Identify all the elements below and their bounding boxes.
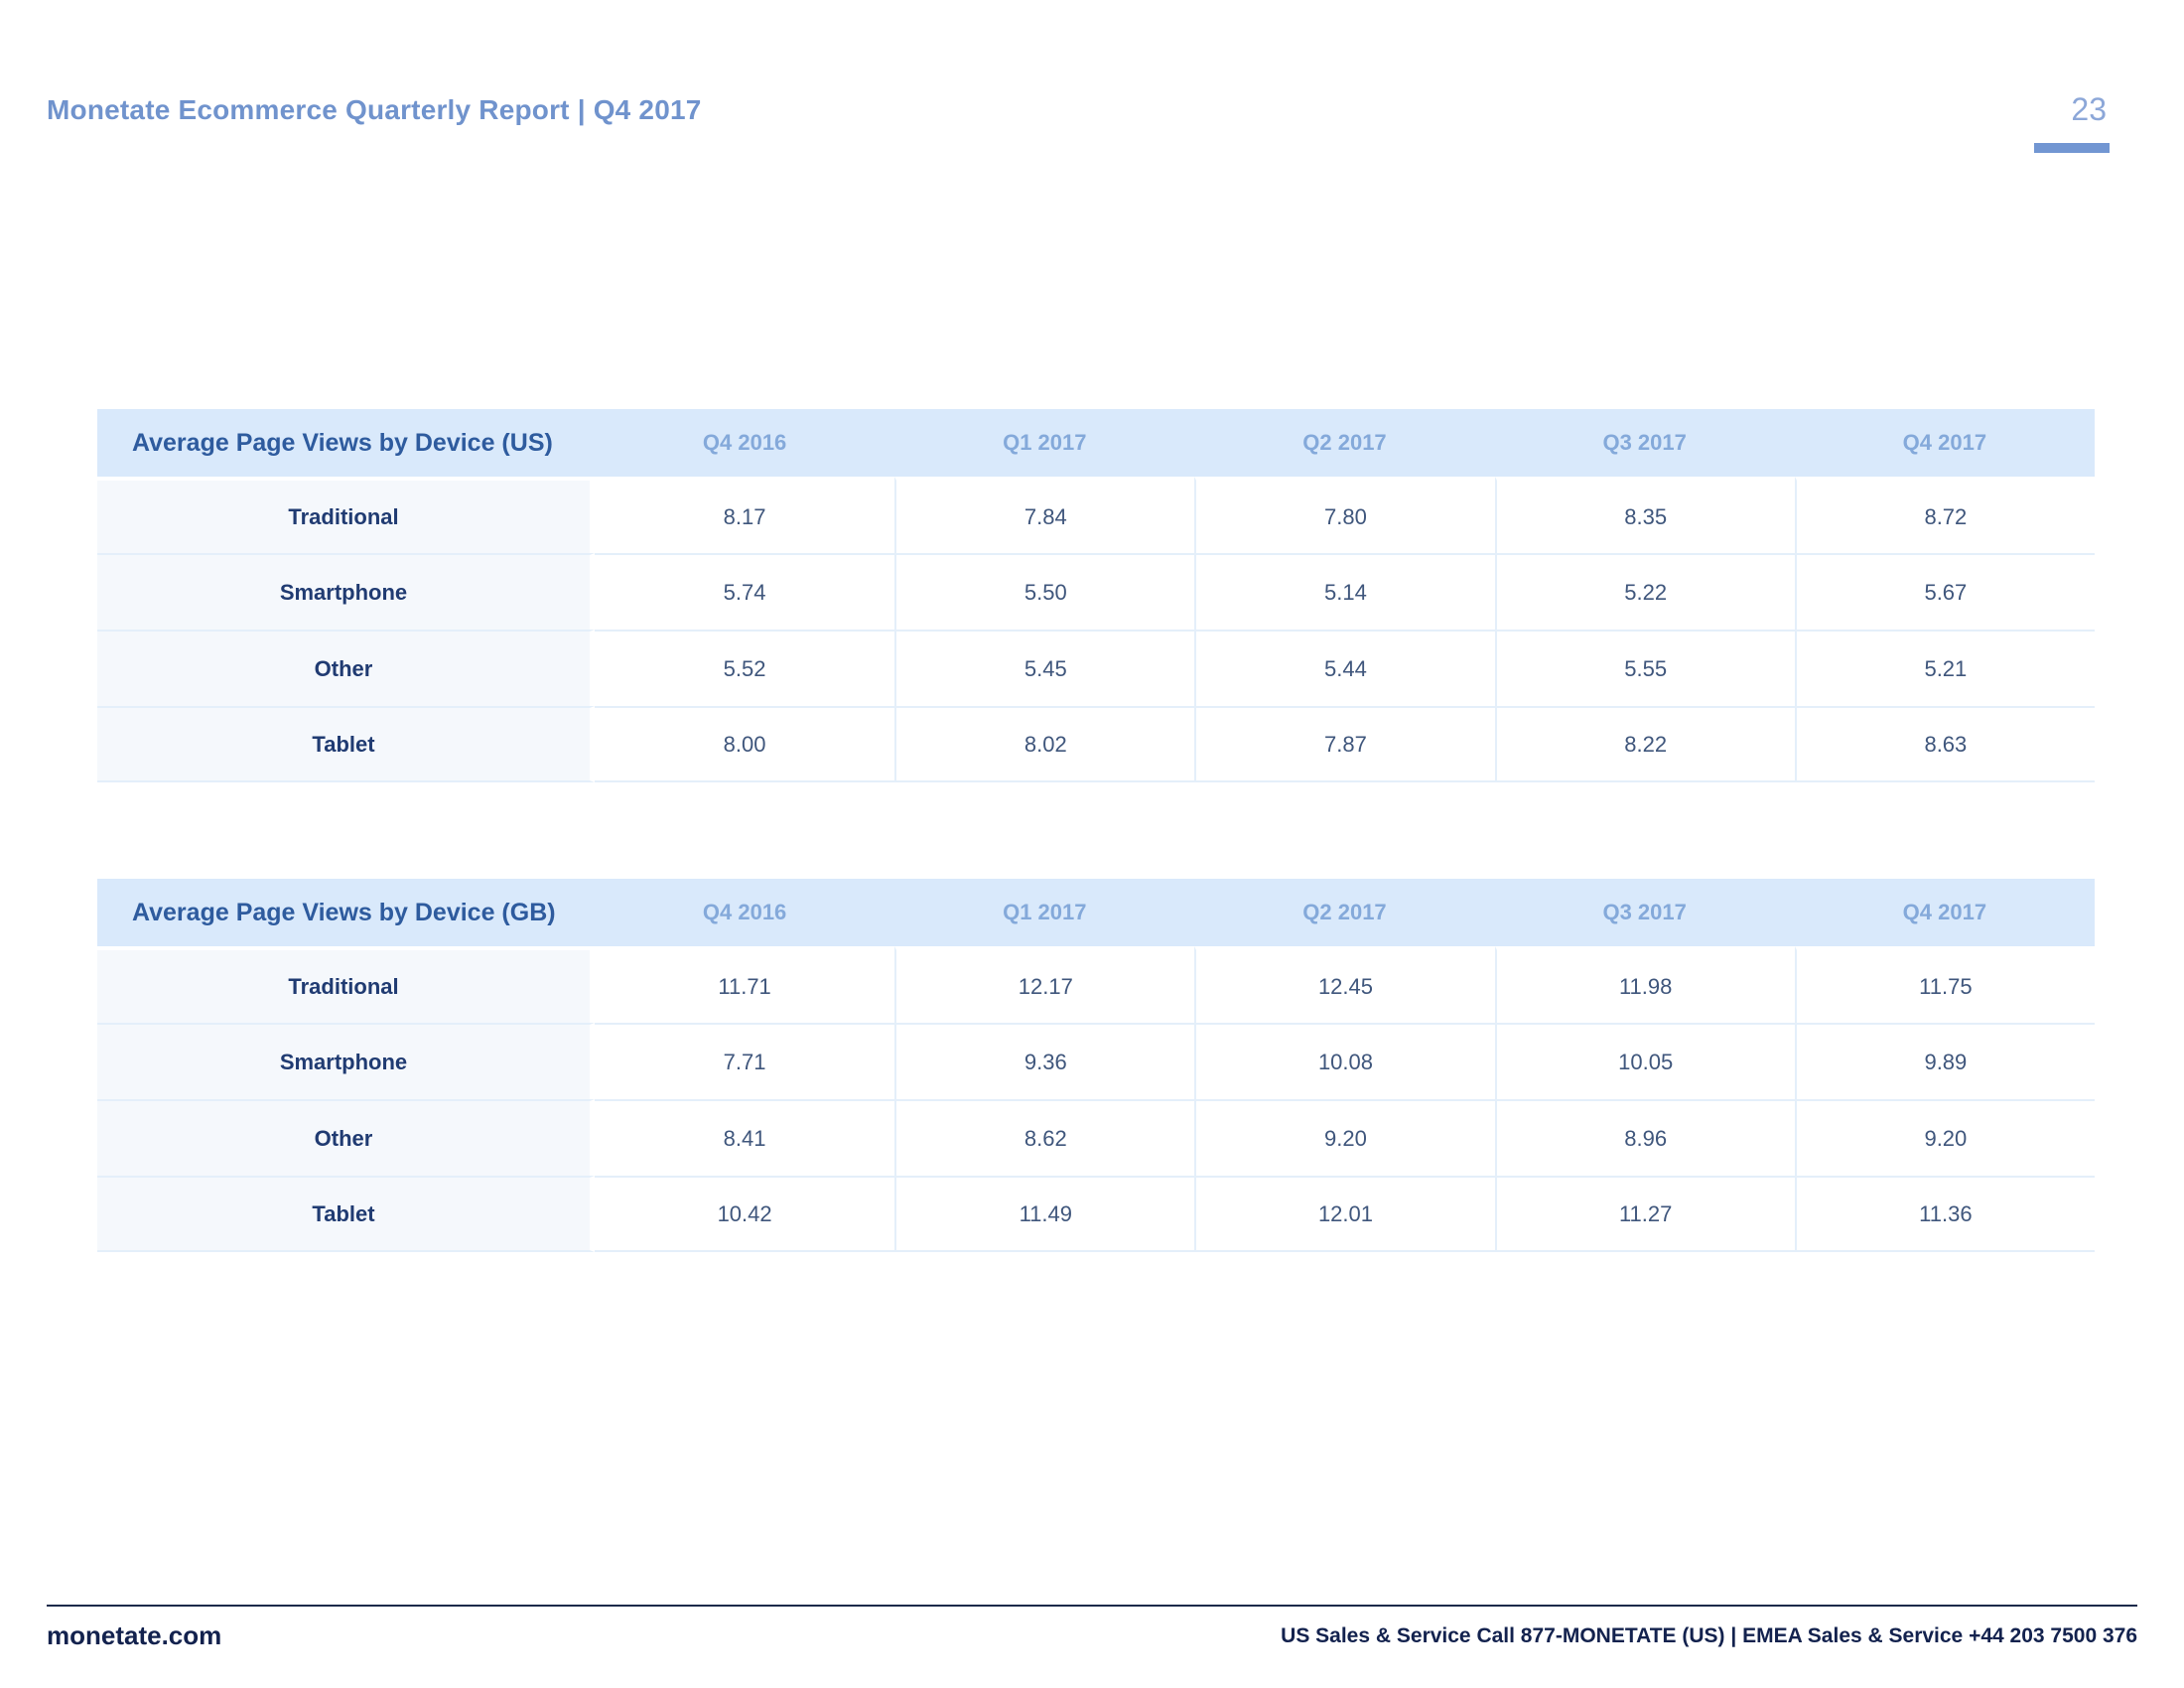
table-row: Other 8.41 8.62 9.20 8.96 9.20 — [97, 1099, 2095, 1176]
column-header: Q4 2016 — [595, 879, 895, 946]
cell-value: 5.52 — [595, 630, 895, 706]
column-header: Q4 2017 — [1794, 879, 2095, 946]
cell-value: 5.50 — [894, 553, 1195, 630]
cell-value: 12.45 — [1194, 946, 1495, 1023]
cell-value: 8.35 — [1494, 477, 1795, 553]
column-header: Q4 2017 — [1794, 409, 2095, 477]
cell-value: 10.42 — [595, 1176, 895, 1252]
cell-value: 5.74 — [595, 553, 895, 630]
cell-value: 5.21 — [1794, 630, 2095, 706]
cell-value: 7.71 — [595, 1023, 895, 1099]
table-row: Tablet 8.00 8.02 7.87 8.22 8.63 — [97, 706, 2095, 782]
row-label: Smartphone — [97, 1023, 595, 1099]
cell-value: 7.84 — [894, 477, 1195, 553]
table-row: Traditional 11.71 12.17 12.45 11.98 11.7… — [97, 946, 2095, 1023]
column-header: Q2 2017 — [1194, 409, 1495, 477]
cell-value: 9.36 — [894, 1023, 1195, 1099]
cell-value: 11.71 — [595, 946, 895, 1023]
cell-value: 12.01 — [1194, 1176, 1495, 1252]
table-title: Average Page Views by Device (US) — [97, 409, 595, 477]
table-row: Other 5.52 5.45 5.44 5.55 5.21 — [97, 630, 2095, 706]
cell-value: 5.22 — [1494, 553, 1795, 630]
cell-value: 11.49 — [894, 1176, 1195, 1252]
table-row: Smartphone 5.74 5.50 5.14 5.22 5.67 — [97, 553, 2095, 630]
column-header: Q3 2017 — [1494, 879, 1795, 946]
column-header: Q4 2016 — [595, 409, 895, 477]
table-row: Smartphone 7.71 9.36 10.08 10.05 9.89 — [97, 1023, 2095, 1099]
cell-value: 7.87 — [1194, 706, 1495, 782]
cell-value: 8.96 — [1494, 1099, 1795, 1176]
cell-value: 11.27 — [1494, 1176, 1795, 1252]
row-label: Tablet — [97, 706, 595, 782]
table-row: Tablet 10.42 11.49 12.01 11.27 11.36 — [97, 1176, 2095, 1252]
cell-value: 8.41 — [595, 1099, 895, 1176]
cell-value: 8.22 — [1494, 706, 1795, 782]
page-number: 23 — [2071, 91, 2107, 127]
footer-website-link[interactable]: monetate.com — [47, 1620, 222, 1650]
table-avg-page-views-us: Average Page Views by Device (US) Q4 201… — [97, 409, 2095, 782]
cell-value: 9.20 — [1794, 1099, 2095, 1176]
cell-value: 8.00 — [595, 706, 895, 782]
page-number-underline — [2034, 143, 2110, 153]
cell-value: 11.75 — [1794, 946, 2095, 1023]
row-label: Other — [97, 630, 595, 706]
cell-value: 8.63 — [1794, 706, 2095, 782]
footer-contact-info: US Sales & Service Call 877-MONETATE (US… — [1281, 1624, 2137, 1647]
column-header: Q2 2017 — [1194, 879, 1495, 946]
table-title: Average Page Views by Device (GB) — [97, 879, 595, 946]
cell-value: 8.02 — [894, 706, 1195, 782]
column-header: Q1 2017 — [894, 409, 1195, 477]
cell-value: 12.17 — [894, 946, 1195, 1023]
row-label: Other — [97, 1099, 595, 1176]
page-title: Monetate Ecommerce Quarterly Report | Q4… — [47, 94, 702, 125]
table-header-row: Average Page Views by Device (GB) Q4 201… — [97, 879, 2095, 946]
cell-value: 8.62 — [894, 1099, 1195, 1176]
column-header: Q1 2017 — [894, 879, 1195, 946]
table-avg-page-views-gb: Average Page Views by Device (GB) Q4 201… — [97, 879, 2095, 1252]
cell-value: 5.55 — [1494, 630, 1795, 706]
cell-value: 8.17 — [595, 477, 895, 553]
cell-value: 5.67 — [1794, 553, 2095, 630]
table-row: Traditional 8.17 7.84 7.80 8.35 8.72 — [97, 477, 2095, 553]
cell-value: 9.20 — [1194, 1099, 1495, 1176]
cell-value: 5.44 — [1194, 630, 1495, 706]
footer-divider — [47, 1605, 2137, 1607]
row-label: Tablet — [97, 1176, 595, 1252]
cell-value: 8.72 — [1794, 477, 2095, 553]
row-label: Traditional — [97, 946, 595, 1023]
cell-value: 11.36 — [1794, 1176, 2095, 1252]
cell-value: 7.80 — [1194, 477, 1495, 553]
cell-value: 5.14 — [1194, 553, 1495, 630]
cell-value: 9.89 — [1794, 1023, 2095, 1099]
cell-value: 10.05 — [1494, 1023, 1795, 1099]
cell-value: 10.08 — [1194, 1023, 1495, 1099]
cell-value: 11.98 — [1494, 946, 1795, 1023]
column-header: Q3 2017 — [1494, 409, 1795, 477]
cell-value: 5.45 — [894, 630, 1195, 706]
table-header-row: Average Page Views by Device (US) Q4 201… — [97, 409, 2095, 477]
row-label: Traditional — [97, 477, 595, 553]
row-label: Smartphone — [97, 553, 595, 630]
